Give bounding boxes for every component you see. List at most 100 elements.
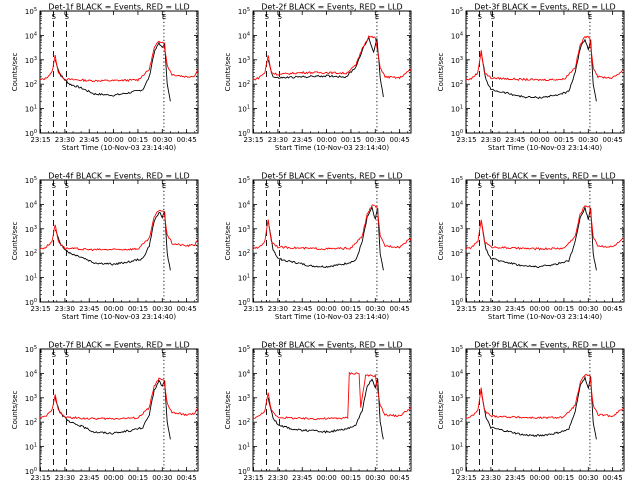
plot-frame <box>252 10 412 134</box>
plot-frame <box>252 179 412 303</box>
panel-title: Det-4f BLACK = Events, RED = LLD <box>48 172 189 181</box>
y-tick-label: 101 <box>451 105 463 114</box>
y-axis-label: Counts/sec <box>11 391 19 430</box>
x-tick-label: 23:30 <box>481 136 501 144</box>
y-tick-label: 102 <box>25 418 37 427</box>
x-tick-label: 00:45 <box>390 474 410 480</box>
x-tick-label: 23:15 <box>456 136 476 144</box>
marker-label: S <box>65 182 70 190</box>
x-tick-label: 00:45 <box>603 136 623 144</box>
x-tick-label: 00:30 <box>365 136 385 144</box>
marker-label: E <box>588 182 592 190</box>
x-tick-label: 00:45 <box>390 305 410 313</box>
marker-label: S <box>265 13 270 21</box>
x-tick-label: 00:00 <box>316 305 336 313</box>
x-tick-label: 23:15 <box>243 474 263 480</box>
y-axis-label: Counts/sec <box>11 222 19 261</box>
x-tick-label: 00:00 <box>529 136 549 144</box>
y-tick-label: 103 <box>238 225 250 234</box>
x-tick-label: 23:45 <box>505 305 525 313</box>
x-tick-label: 00:30 <box>152 474 172 480</box>
x-tick-label: 00:15 <box>128 474 148 480</box>
x-axis-label: Start Time (10-Nov-03 23:14:40) <box>275 313 389 321</box>
marker-label: E <box>375 13 379 21</box>
events-curve <box>54 41 171 102</box>
y-tick-label: 103 <box>238 394 250 403</box>
y-tick-label: 105 <box>25 345 37 354</box>
y-tick-label: 100 <box>25 298 37 307</box>
marker-label: S <box>491 351 496 359</box>
y-tick-label: 103 <box>25 225 37 234</box>
x-tick-label: 00:15 <box>128 136 148 144</box>
x-tick-label: 23:45 <box>79 305 99 313</box>
y-tick-label: 105 <box>238 176 250 185</box>
y-axis-label: Counts/sec <box>437 53 445 92</box>
x-tick-label: 00:15 <box>341 474 361 480</box>
marker-label: S <box>491 13 496 21</box>
marker-label: E <box>375 351 379 359</box>
y-axis-label: Counts/sec <box>224 53 232 92</box>
x-tick-label: 23:45 <box>79 136 99 144</box>
y-tick-label: 104 <box>238 31 250 40</box>
x-tick-label: 00:30 <box>152 305 172 313</box>
y-tick-label: 100 <box>451 298 463 307</box>
y-tick-label: 100 <box>238 467 250 476</box>
events-curve <box>267 205 384 271</box>
y-tick-label: 105 <box>25 7 37 16</box>
x-tick-label: 23:45 <box>292 474 312 480</box>
x-tick-label: 00:15 <box>341 305 361 313</box>
lld-curve <box>252 35 412 81</box>
y-tick-label: 102 <box>451 80 463 89</box>
y-tick-label: 102 <box>238 80 250 89</box>
y-axis-label: Counts/sec <box>437 391 445 430</box>
lld-curve <box>40 40 199 83</box>
y-axis-label: Counts/sec <box>224 222 232 261</box>
x-tick-label: 00:30 <box>365 305 385 313</box>
marker-label: S <box>52 351 57 359</box>
panel-det-8: Det-8f BLACK = Events, RED = LLD 100 101 10… <box>224 341 412 480</box>
marker-label: S <box>52 182 57 190</box>
y-tick-label: 102 <box>25 80 37 89</box>
x-tick-label: 00:00 <box>529 474 549 480</box>
plot-frame <box>465 10 625 134</box>
events-curve <box>54 379 171 440</box>
y-tick-label: 103 <box>451 394 463 403</box>
marker-label: S <box>491 182 496 190</box>
events-curve <box>54 210 171 271</box>
lld-curve <box>39 377 199 421</box>
marker-label: S <box>478 182 483 190</box>
panel-title: Det-5f BLACK = Events, RED = LLD <box>261 172 402 181</box>
y-tick-label: 103 <box>25 56 37 65</box>
x-tick-label: 23:15 <box>30 305 50 313</box>
x-tick-label: 23:30 <box>55 474 75 480</box>
panel-title: Det-2f BLACK = Events, RED = LLD <box>261 3 402 12</box>
panel-det-7: Det-7f BLACK = Events, RED = LLD 100 101 10… <box>11 341 199 480</box>
x-tick-label: 23:30 <box>268 474 288 480</box>
y-tick-label: 105 <box>451 345 463 354</box>
lld-curve <box>252 204 412 251</box>
y-tick-label: 104 <box>25 31 37 40</box>
x-tick-label: 00:15 <box>128 305 148 313</box>
x-tick-label: 00:00 <box>103 305 123 313</box>
x-tick-label: 23:30 <box>481 305 501 313</box>
y-tick-label: 105 <box>451 7 463 16</box>
marker-label: S <box>52 13 57 21</box>
x-axis-label: Start Time (10-Nov-03 23:14:40) <box>488 313 602 321</box>
x-tick-label: 00:30 <box>365 474 385 480</box>
panel-title: Det-9f BLACK = Events, RED = LLD <box>474 341 615 350</box>
events-curve <box>267 378 384 440</box>
panel-title: Det-8f BLACK = Events, RED = LLD <box>261 341 402 350</box>
x-tick-label: 23:30 <box>268 305 288 313</box>
x-tick-label: 23:30 <box>55 305 75 313</box>
y-tick-label: 101 <box>25 443 37 452</box>
marker-label: S <box>478 351 483 359</box>
marker-label: S <box>265 182 270 190</box>
y-tick-label: 102 <box>451 418 463 427</box>
y-tick-label: 100 <box>451 467 463 476</box>
x-tick-label: 23:15 <box>243 305 263 313</box>
x-tick-label: 23:45 <box>292 136 312 144</box>
panel-det-9: Det-9f BLACK = Events, RED = LLD 100 101 10… <box>437 341 625 480</box>
events-curve <box>267 35 384 98</box>
x-tick-label: 23:15 <box>456 474 476 480</box>
x-tick-label: 00:00 <box>103 474 123 480</box>
